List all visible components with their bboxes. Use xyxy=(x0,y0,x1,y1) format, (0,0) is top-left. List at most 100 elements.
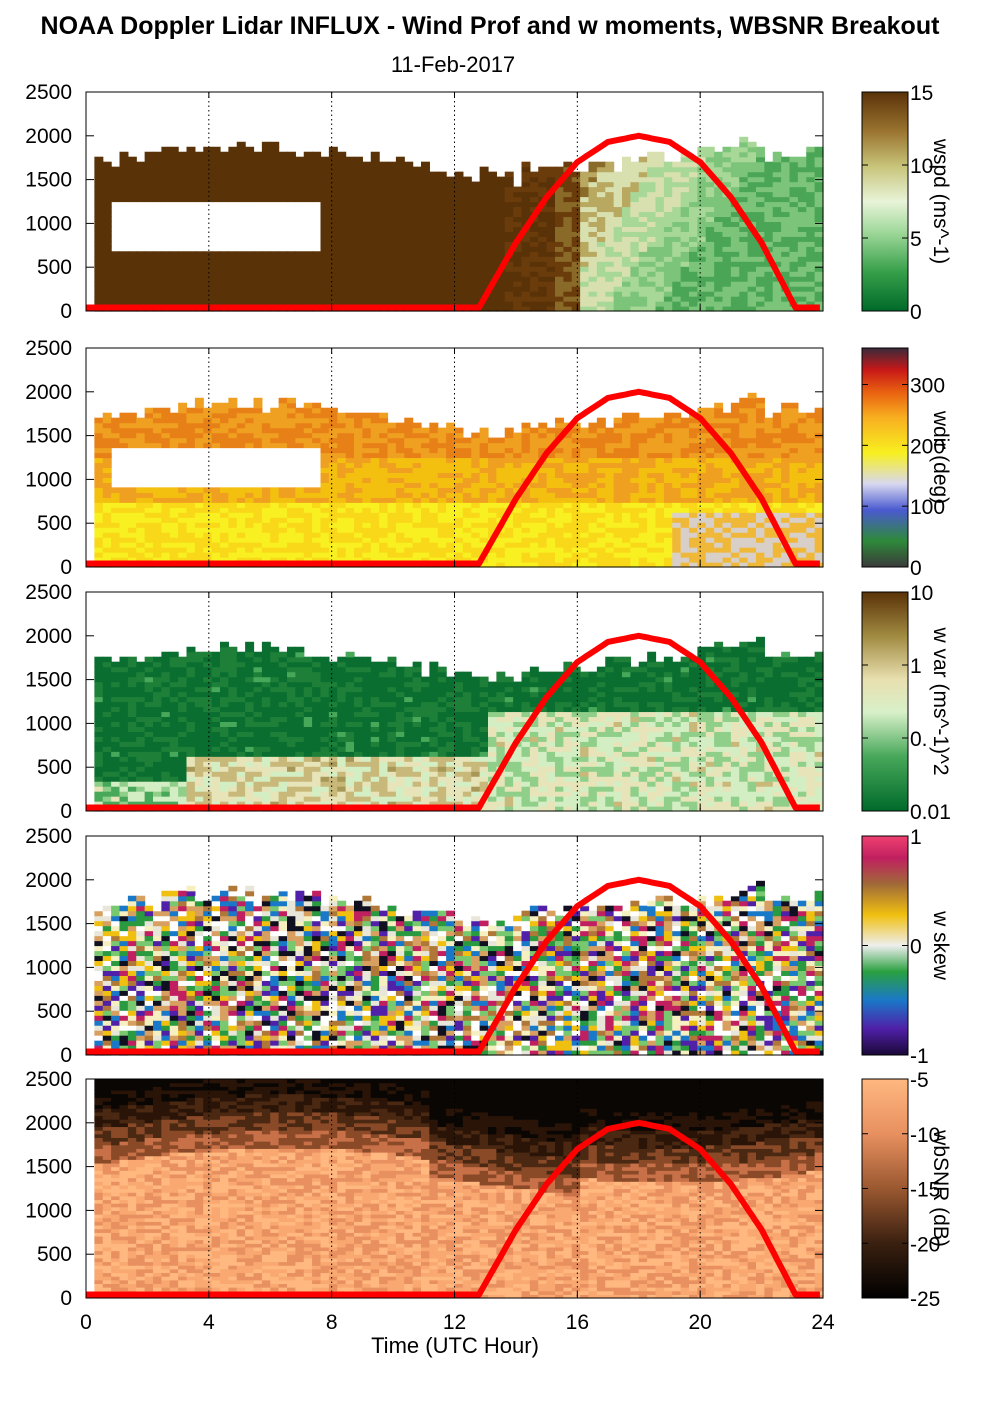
heatmap-cell xyxy=(647,176,657,183)
heatmap-cell xyxy=(228,507,238,513)
heatmap-cell xyxy=(596,201,606,208)
heatmap-cell xyxy=(412,216,422,223)
heatmap-cell xyxy=(647,281,657,287)
heatmap-cell xyxy=(161,552,171,558)
heatmap-cell xyxy=(588,437,598,444)
heatmap-cell xyxy=(178,427,188,434)
heatmap-cell xyxy=(203,537,213,543)
heatmap-cell xyxy=(228,251,238,257)
heatmap-cell xyxy=(739,457,749,464)
heatmap-cell xyxy=(102,231,112,237)
heatmap-cell xyxy=(588,211,598,218)
heatmap-cell xyxy=(613,417,623,424)
heatmap-cell xyxy=(538,562,548,568)
heatmap-cell xyxy=(211,281,221,287)
heatmap-cell xyxy=(555,552,564,558)
heatmap-cell xyxy=(471,537,481,543)
heatmap-cell xyxy=(245,291,255,297)
heatmap-cell xyxy=(303,286,313,292)
heatmap-cell xyxy=(328,296,338,302)
heatmap-cell xyxy=(404,271,414,277)
heatmap-cell xyxy=(488,447,497,454)
heatmap-cell xyxy=(320,216,330,223)
heatmap-cell xyxy=(370,412,380,419)
heatmap-cell xyxy=(454,256,464,262)
heatmap-cell xyxy=(379,211,389,218)
heatmap-cell xyxy=(630,206,640,213)
heatmap-cell xyxy=(119,537,129,543)
heatmap-cell xyxy=(722,196,732,203)
heatmap-cell xyxy=(504,276,514,282)
heatmap-cell xyxy=(638,487,648,493)
heatmap-cell xyxy=(345,422,355,429)
heatmap-cell xyxy=(119,151,129,158)
heatmap-cell xyxy=(328,417,338,424)
heatmap-cell xyxy=(220,552,229,558)
heatmap-cell xyxy=(697,191,707,198)
heatmap-cell xyxy=(127,552,137,558)
heatmap-cell xyxy=(211,442,221,449)
heatmap-cell xyxy=(647,296,657,302)
heatmap-cell xyxy=(194,196,204,203)
heatmap-cell xyxy=(387,171,397,178)
heatmap-cell xyxy=(596,507,606,513)
heatmap-cell xyxy=(555,422,564,429)
heatmap-cell xyxy=(370,271,380,277)
heatmap-cell xyxy=(211,532,221,538)
heatmap-cell xyxy=(680,552,690,558)
heatmap-cell xyxy=(153,437,162,444)
heatmap-cell xyxy=(680,512,690,518)
heatmap-cell xyxy=(303,532,313,538)
heatmap-cell xyxy=(797,412,807,419)
heatmap-cell xyxy=(580,261,590,267)
heatmap-cell xyxy=(186,256,196,262)
heatmap-cell xyxy=(764,472,774,479)
heatmap-cell xyxy=(395,532,405,538)
heatmap-cell xyxy=(144,166,154,173)
heatmap-cell xyxy=(387,517,397,523)
heatmap-cell xyxy=(756,306,765,312)
heatmap-cell xyxy=(320,482,330,488)
heatmap-cell xyxy=(236,161,246,168)
heatmap-cell xyxy=(287,512,296,518)
heatmap-cell xyxy=(178,276,188,282)
heatmap-cell xyxy=(161,557,171,563)
heatmap-cell xyxy=(705,276,715,282)
heatmap-cell xyxy=(94,457,104,464)
heatmap-cell xyxy=(563,452,573,459)
heatmap-cell xyxy=(739,176,749,183)
heatmap-cell xyxy=(312,437,322,444)
heatmap-cell xyxy=(529,452,539,459)
heatmap-cell xyxy=(345,156,355,163)
heatmap-cell xyxy=(546,296,556,302)
heatmap-cell xyxy=(663,447,673,454)
heatmap-cell xyxy=(295,522,305,528)
heatmap-cell xyxy=(387,301,397,307)
heatmap-cell xyxy=(596,231,606,237)
heatmap-cell xyxy=(739,412,749,419)
heatmap-cell xyxy=(521,236,531,242)
heatmap-cell xyxy=(622,201,631,208)
heatmap-cell xyxy=(169,507,179,513)
heatmap-cell xyxy=(588,301,598,307)
heatmap-cell xyxy=(194,161,204,168)
heatmap-cell xyxy=(136,437,146,444)
heatmap-cell xyxy=(638,166,648,173)
heatmap-cell xyxy=(236,156,246,163)
heatmap-cell xyxy=(412,557,422,563)
heatmap-cell xyxy=(278,502,288,508)
heatmap-cell xyxy=(111,281,121,287)
heatmap-cell xyxy=(496,301,506,307)
heatmap-cell xyxy=(337,477,347,483)
heatmap-cell xyxy=(454,201,464,208)
heatmap-cell xyxy=(437,472,447,479)
heatmap-cell xyxy=(303,291,313,297)
heatmap-cell xyxy=(421,447,430,454)
heatmap-cell xyxy=(488,261,497,267)
heatmap-cell xyxy=(186,191,196,198)
heatmap-cell xyxy=(496,196,506,203)
heatmap-cell xyxy=(546,166,556,173)
heatmap-cell xyxy=(312,171,322,178)
heatmap-cell xyxy=(739,186,749,193)
heatmap-cell xyxy=(462,286,472,292)
